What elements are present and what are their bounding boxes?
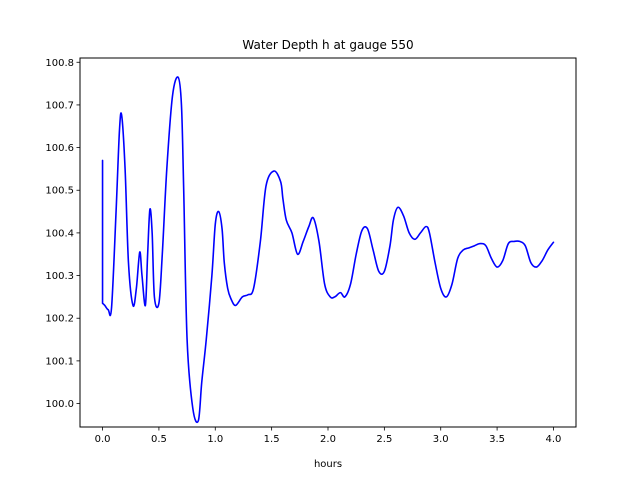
- series-line: [101, 76, 555, 424]
- y-tick-label: 100.6: [45, 143, 74, 154]
- x-tick-label: 2.0: [320, 434, 336, 445]
- x-tick-label: 0.0: [95, 434, 111, 445]
- y-axis: 100.0 100.1 100.2 100.3 100.4 100.5 100.6 100.7…: [45, 58, 80, 410]
- y-tick-label: 100.2: [45, 314, 74, 325]
- x-tick-label: 3.0: [433, 434, 449, 445]
- x-tick-label: 3.5: [489, 434, 505, 445]
- y-tick-label: 100.7: [45, 100, 74, 111]
- x-tick-label: 0.5: [151, 434, 167, 445]
- y-tick-label: 100.1: [45, 356, 74, 367]
- x-axis-label: hours: [314, 459, 342, 470]
- y-tick-label: 100.0: [45, 399, 74, 410]
- plot-area-frame: [79, 57, 577, 428]
- x-tick-label: 1.5: [264, 434, 280, 445]
- x-axis: 0.0 0.5 1.0 1.5 2.0 2.5 3.0 3.5 4.0: [95, 427, 562, 445]
- x-tick-label: 1.0: [207, 434, 223, 445]
- x-tick-label: 2.5: [376, 434, 392, 445]
- y-tick-label: 100.8: [45, 58, 74, 69]
- y-tick-label: 100.5: [45, 186, 74, 197]
- y-tick-label: 100.3: [45, 271, 74, 282]
- y-tick-label: 100.4: [45, 228, 74, 239]
- chart-title: Water Depth h at gauge 550: [242, 38, 413, 52]
- x-tick-label: 4.0: [546, 434, 562, 445]
